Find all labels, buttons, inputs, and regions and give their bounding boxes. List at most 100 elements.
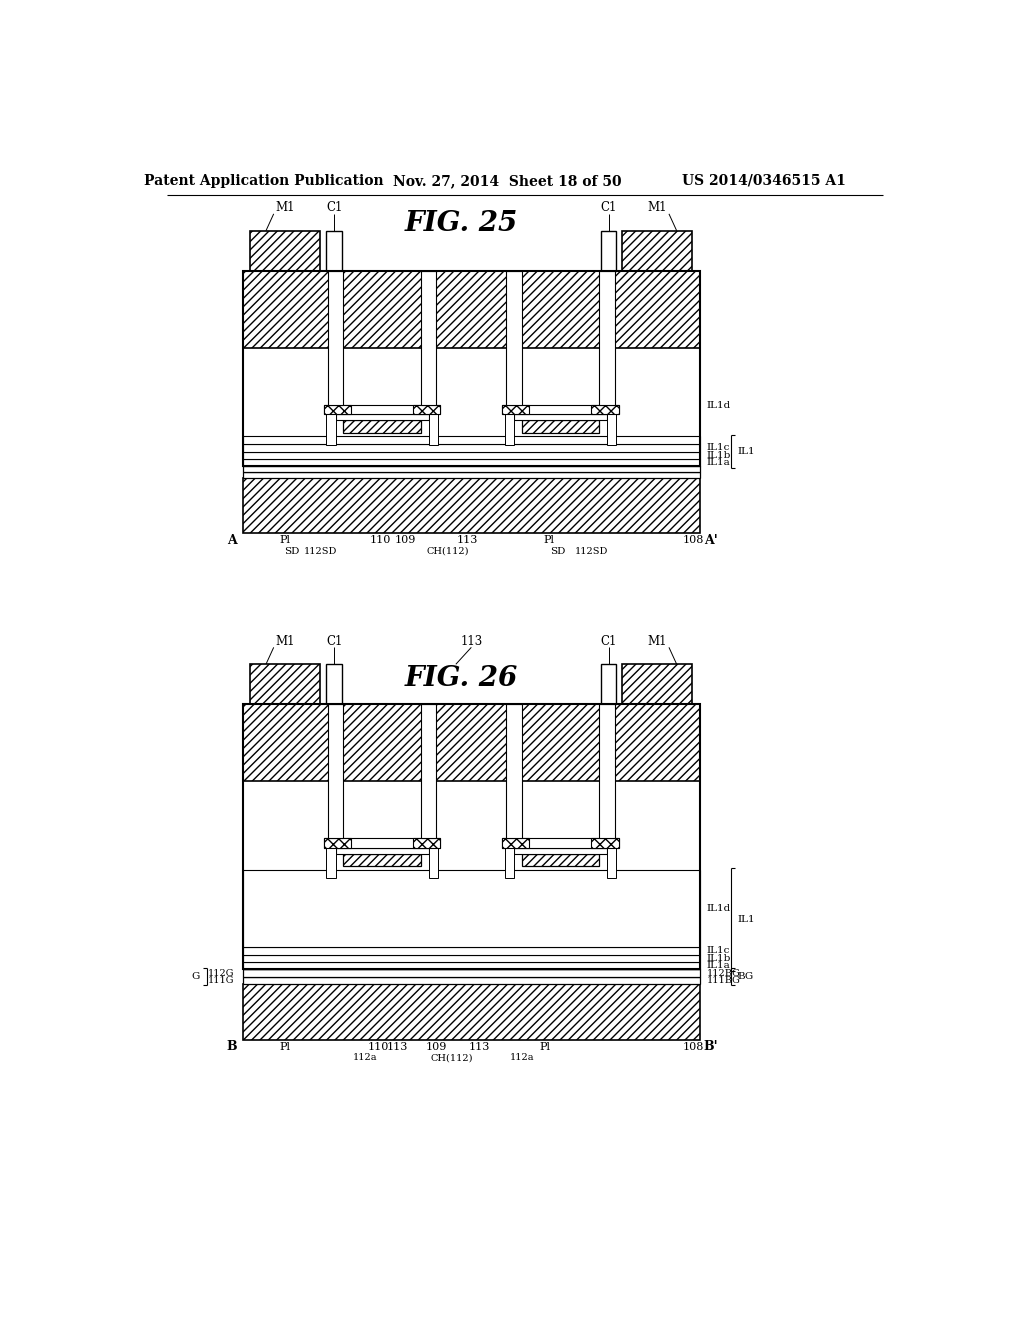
Text: IL1: IL1: [737, 915, 755, 924]
Text: IL1b: IL1b: [707, 451, 731, 461]
Text: G: G: [190, 972, 200, 981]
Bar: [327, 664, 342, 705]
Bar: [599, 271, 614, 405]
Bar: [328, 271, 343, 405]
Text: IL1a: IL1a: [707, 458, 731, 467]
Bar: [336, 414, 429, 420]
Text: M1: M1: [275, 201, 295, 214]
Bar: [251, 231, 321, 271]
Text: 109: 109: [395, 536, 416, 545]
Bar: [514, 847, 607, 854]
Bar: [623, 231, 692, 271]
Text: IL1c: IL1c: [707, 444, 730, 453]
Bar: [328, 705, 343, 838]
Text: Pl: Pl: [280, 1041, 291, 1052]
Text: A: A: [227, 533, 237, 546]
Text: FIG. 25: FIG. 25: [404, 210, 518, 238]
Text: 111G: 111G: [208, 975, 234, 985]
Text: CH(112): CH(112): [427, 546, 469, 556]
Bar: [324, 405, 440, 414]
Text: Patent Application Publication: Patent Application Publication: [143, 174, 383, 187]
Bar: [243, 946, 700, 954]
Bar: [243, 466, 700, 471]
Bar: [243, 705, 700, 969]
Text: 113: 113: [468, 1041, 489, 1052]
Text: IL1d: IL1d: [707, 904, 731, 913]
Bar: [599, 705, 614, 838]
Text: 112BG: 112BG: [707, 969, 740, 978]
Text: IL1d: IL1d: [707, 401, 731, 411]
Text: 110: 110: [370, 536, 391, 545]
Text: Pl: Pl: [280, 536, 291, 545]
Bar: [243, 271, 700, 466]
Text: IL1a: IL1a: [707, 961, 731, 970]
Text: 108: 108: [683, 1041, 705, 1052]
Bar: [243, 969, 700, 977]
Bar: [592, 405, 618, 414]
Bar: [601, 231, 616, 271]
Text: C1: C1: [326, 201, 342, 214]
Bar: [514, 414, 607, 420]
Bar: [324, 405, 351, 414]
Bar: [421, 705, 436, 838]
Text: B': B': [703, 1040, 718, 1053]
Bar: [243, 962, 700, 969]
Bar: [506, 271, 521, 405]
Bar: [336, 847, 429, 854]
Text: 108: 108: [683, 536, 705, 545]
Text: 111BG: 111BG: [707, 975, 740, 985]
Bar: [327, 231, 342, 271]
Text: B: B: [226, 1040, 238, 1053]
Bar: [429, 838, 438, 878]
Bar: [343, 854, 421, 866]
Bar: [414, 838, 440, 847]
Text: US 2014/0346515 A1: US 2014/0346515 A1: [682, 174, 846, 187]
Bar: [506, 705, 521, 838]
Bar: [243, 478, 700, 533]
Text: C1: C1: [600, 201, 616, 214]
Bar: [243, 954, 700, 962]
Text: CH(112): CH(112): [431, 1053, 473, 1063]
Text: FIG. 26: FIG. 26: [404, 665, 518, 692]
Bar: [243, 271, 700, 348]
Bar: [343, 420, 421, 433]
Bar: [592, 838, 618, 847]
Text: IL1: IL1: [737, 447, 755, 455]
Text: C1: C1: [600, 635, 616, 648]
Bar: [521, 854, 599, 866]
Bar: [623, 664, 692, 705]
Text: SD: SD: [550, 546, 565, 556]
Bar: [243, 459, 700, 466]
Text: Nov. 27, 2014  Sheet 18 of 50: Nov. 27, 2014 Sheet 18 of 50: [393, 174, 622, 187]
Bar: [607, 838, 616, 878]
Text: 112SD: 112SD: [574, 546, 608, 556]
Bar: [243, 444, 700, 451]
Bar: [243, 471, 700, 478]
Bar: [243, 705, 700, 781]
Bar: [243, 983, 700, 1040]
Bar: [243, 977, 700, 983]
Text: 113: 113: [457, 536, 478, 545]
Bar: [521, 420, 599, 433]
Text: Pl: Pl: [540, 1041, 551, 1052]
Bar: [601, 664, 616, 705]
Text: 113: 113: [387, 1041, 409, 1052]
Bar: [503, 838, 618, 847]
Bar: [503, 405, 529, 414]
Bar: [429, 405, 438, 445]
Bar: [607, 405, 616, 445]
Text: 109: 109: [426, 1041, 447, 1052]
Bar: [414, 405, 440, 414]
Text: A': A': [703, 533, 718, 546]
Bar: [324, 838, 440, 847]
Text: 113: 113: [460, 635, 482, 648]
Bar: [421, 271, 436, 405]
Bar: [503, 405, 618, 414]
Text: M1: M1: [647, 201, 667, 214]
Text: IL1c: IL1c: [707, 946, 730, 956]
Bar: [243, 437, 700, 444]
Text: M1: M1: [647, 635, 667, 648]
Bar: [324, 838, 351, 847]
Text: 110: 110: [368, 1041, 389, 1052]
Text: BG: BG: [737, 972, 754, 981]
